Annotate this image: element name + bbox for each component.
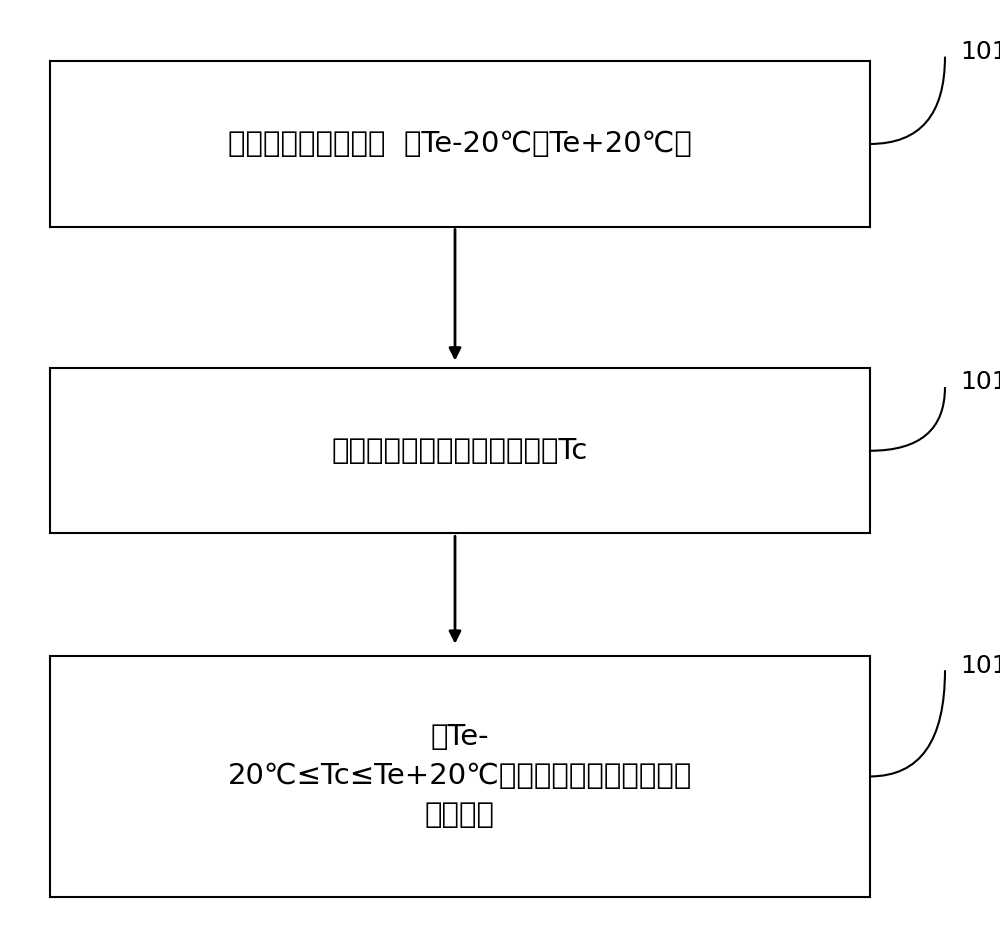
- Text: 101a: 101a: [960, 40, 1000, 64]
- Text: 101b: 101b: [960, 370, 1000, 395]
- FancyBboxPatch shape: [50, 61, 870, 227]
- Text: 若Te-
20℃≤Tc≤Te+20℃，则所述带钉进入矫直机
进行矫直: 若Te- 20℃≤Tc≤Te+20℃，则所述带钉进入矫直机 进行矫直: [228, 723, 692, 830]
- FancyBboxPatch shape: [50, 368, 870, 533]
- FancyBboxPatch shape: [50, 656, 870, 897]
- Text: 101c: 101c: [960, 653, 1000, 678]
- Text: 通过测温仪测量所述带钉温度Tc: 通过测温仪测量所述带钉温度Tc: [332, 437, 588, 464]
- Text: 设定温度阈値条件：  ［Te-20℃，Te+20℃］: 设定温度阈値条件： ［Te-20℃，Te+20℃］: [228, 130, 692, 158]
